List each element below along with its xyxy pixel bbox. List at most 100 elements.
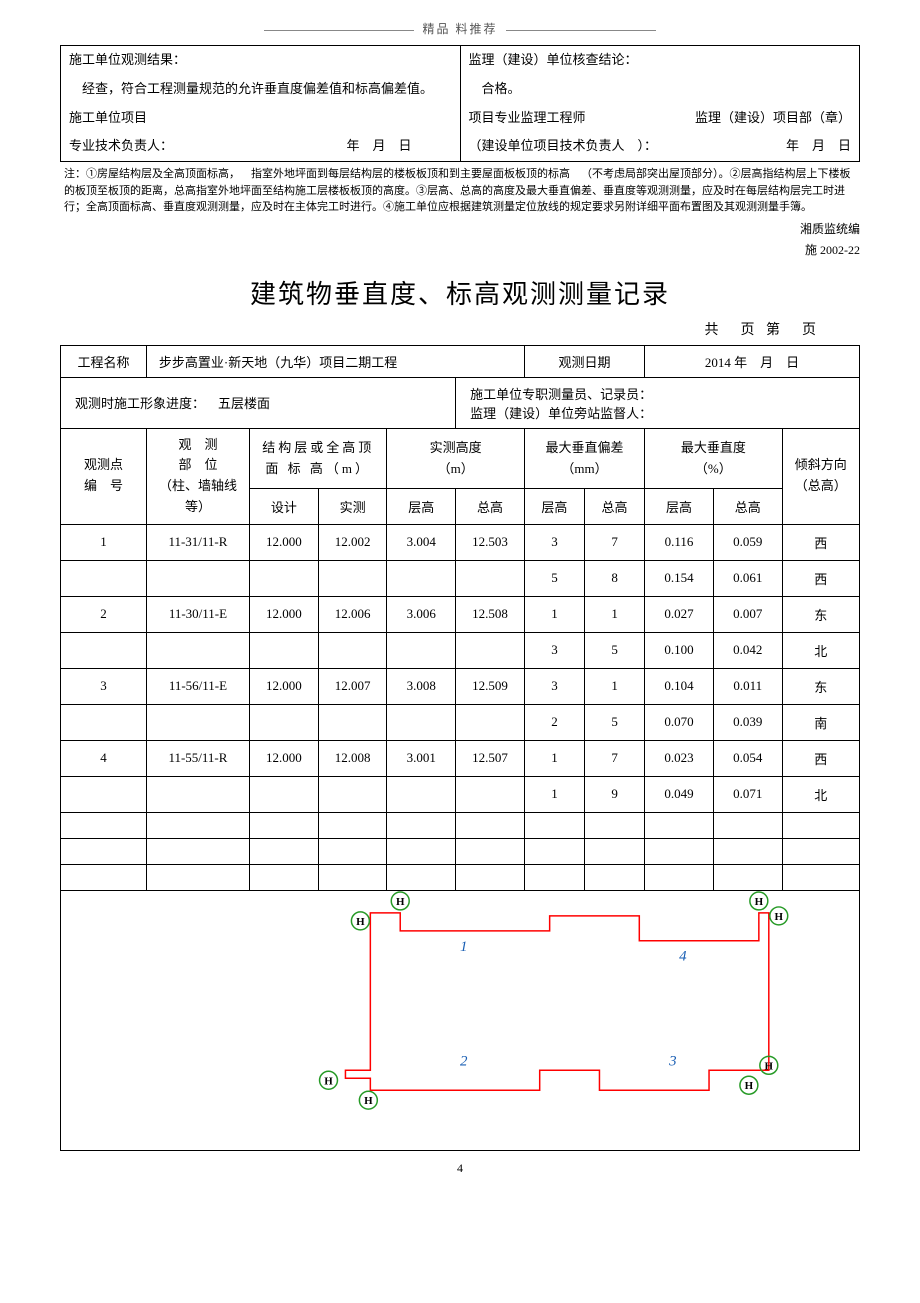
col-elevation: 结构层或全高顶 面 标 高（m） [250, 428, 387, 489]
svg-text:H: H [765, 1060, 774, 1072]
table-cell: 1 [524, 776, 584, 812]
table-cell: 12.509 [456, 668, 525, 704]
table-row: 250.0700.039南 [61, 704, 860, 740]
table-cell: 0.027 [645, 596, 714, 632]
table-row: 580.1540.061西 [61, 560, 860, 596]
table-cell [61, 632, 147, 668]
table-cell: 0.116 [645, 524, 714, 560]
table-cell: 2 [61, 596, 147, 632]
table-cell: 北 [782, 776, 859, 812]
table-cell: 南 [782, 704, 859, 740]
col-tilt: 倾斜方向 （总高） [782, 428, 859, 524]
table-cell: 5 [524, 560, 584, 596]
svg-text:1: 1 [460, 939, 467, 955]
svg-text:H: H [396, 896, 405, 908]
table-cell: 0.023 [645, 740, 714, 776]
table-cell: 0.061 [713, 560, 782, 596]
left-unit: 施工单位项目 [69, 110, 147, 125]
top-result-table: 施工单位观测结果： 监理（建设）单位核查结论： 经查，符合工程测量规范的允许垂直… [60, 45, 860, 162]
table-cell: 5 [585, 632, 645, 668]
table-cell: 3 [524, 632, 584, 668]
right-stamp: 监理（建设）项目部（章） [695, 110, 851, 125]
col-dev-total: 总高 [585, 489, 645, 525]
table-cell [318, 776, 387, 812]
table-cell [61, 704, 147, 740]
table-cell [456, 704, 525, 740]
right-note-2: 施 2002-22 [60, 241, 860, 258]
right-note-1: 湘质监统编 [60, 220, 860, 237]
table-cell: 2 [524, 704, 584, 740]
table-cell: 0.104 [645, 668, 714, 704]
table-cell: 12.002 [318, 524, 387, 560]
table-cell: 0.049 [645, 776, 714, 812]
col-verticality: 最大垂直度 （%） [645, 428, 782, 489]
table-cell: 3.001 [387, 740, 456, 776]
right-result-title: 监理（建设）单位核查结论： [469, 52, 638, 67]
col-vert-total: 总高 [713, 489, 782, 525]
table-cell: 3.004 [387, 524, 456, 560]
table-cell [456, 776, 525, 812]
progress-right: 施工单位专职测量员、记录员： 监理（建设）单位旁站监督人： [456, 377, 860, 428]
page-number: 4 [60, 1161, 860, 1176]
table-cell: 8 [585, 560, 645, 596]
table-cell [318, 704, 387, 740]
table-cell: 3.006 [387, 596, 456, 632]
table-cell: 1 [61, 524, 147, 560]
table-cell: 12.508 [456, 596, 525, 632]
table-cell: 3 [524, 524, 584, 560]
table-cell: 12.007 [318, 668, 387, 704]
table-cell: 5 [585, 704, 645, 740]
col-point: 观测点 编 号 [61, 428, 147, 524]
table-cell: 9 [585, 776, 645, 812]
svg-text:3: 3 [668, 1053, 676, 1069]
left-result-body: 经查，符合工程测量规范的允许垂直度偏差值和标高偏差值。 [69, 81, 433, 96]
table-cell: 0.039 [713, 704, 782, 740]
table-cell [250, 776, 319, 812]
table-cell: 1 [585, 596, 645, 632]
col-position: 观 测 部 位 （柱、墙轴线等） [146, 428, 249, 524]
col-elev-design: 设计 [250, 489, 319, 525]
col-dev-floor: 层高 [524, 489, 584, 525]
table-cell: 11-31/11-R [146, 524, 249, 560]
table-cell: 1 [585, 668, 645, 704]
table-cell [250, 560, 319, 596]
table-cell [456, 632, 525, 668]
table-row: 211-30/11-E12.00012.0063.00612.508110.02… [61, 596, 860, 632]
left-date: 年 月 日 [346, 136, 451, 157]
table-cell: 0.011 [713, 668, 782, 704]
table-cell: 7 [585, 524, 645, 560]
table-cell: 12.000 [250, 668, 319, 704]
col-height-total: 总高 [456, 489, 525, 525]
obs-date-label: 观测日期 [524, 345, 644, 377]
right-date: 年 月 日 [786, 138, 851, 153]
proj-name: 步步高置业·新天地（九华）项目二期工程 [146, 345, 524, 377]
table-cell: 东 [782, 596, 859, 632]
table-cell [318, 560, 387, 596]
table-cell: 12.000 [250, 740, 319, 776]
table-cell: 12.507 [456, 740, 525, 776]
header-label: 精品 料推荐 [60, 20, 860, 37]
table-cell: 0.054 [713, 740, 782, 776]
table-cell [318, 632, 387, 668]
table-cell: 西 [782, 524, 859, 560]
right-engineer: 项目专业监理工程师 [469, 110, 586, 125]
table-cell: 12.503 [456, 524, 525, 560]
table-cell [387, 632, 456, 668]
table-cell: 0.059 [713, 524, 782, 560]
table-cell: 1 [524, 740, 584, 776]
table-cell [61, 776, 147, 812]
svg-text:H: H [364, 1095, 373, 1107]
table-cell [250, 704, 319, 740]
table-row: 411-55/11-R12.00012.0083.00112.507170.02… [61, 740, 860, 776]
table-cell: 4 [61, 740, 147, 776]
table-cell: 0.100 [645, 632, 714, 668]
table-cell: 1 [524, 596, 584, 632]
table-cell [146, 560, 249, 596]
svg-text:H: H [755, 896, 764, 908]
table-cell: 12.008 [318, 740, 387, 776]
table-row: 111-31/11-R12.00012.0023.00412.503370.11… [61, 524, 860, 560]
table-row: 190.0490.071北 [61, 776, 860, 812]
table-cell: 3 [61, 668, 147, 704]
col-height: 实测高度 （m） [387, 428, 524, 489]
col-elev-actual: 实测 [318, 489, 387, 525]
